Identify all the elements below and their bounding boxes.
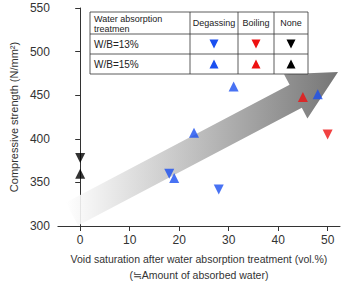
svg-text:50: 50 — [321, 233, 335, 247]
svg-text:20: 20 — [172, 233, 186, 247]
svg-text:None: None — [280, 18, 302, 28]
svg-text:(≒Amount of absorbed water): (≒Amount of absorbed water) — [129, 269, 268, 281]
svg-text:Water absorption: Water absorption — [94, 14, 165, 24]
svg-text:Boiling: Boiling — [242, 18, 269, 28]
svg-text:30: 30 — [222, 233, 236, 247]
svg-text:Void saturation after water ab: Void saturation after water absorption t… — [71, 253, 328, 265]
svg-text:W/B=15%: W/B=15% — [94, 59, 139, 70]
svg-text:300: 300 — [30, 219, 50, 233]
svg-text:treatmen: treatmen — [94, 24, 130, 34]
svg-text:Compressive strength (N/mm²): Compressive strength (N/mm²) — [8, 42, 20, 192]
svg-text:Degassing: Degassing — [193, 18, 236, 28]
svg-text:400: 400 — [30, 132, 50, 146]
svg-text:0: 0 — [77, 233, 84, 247]
svg-text:450: 450 — [30, 88, 50, 102]
svg-text:10: 10 — [123, 233, 137, 247]
svg-text:W/B=13%: W/B=13% — [94, 39, 139, 50]
svg-text:550: 550 — [30, 1, 50, 15]
svg-text:40: 40 — [271, 233, 285, 247]
svg-text:350: 350 — [30, 175, 50, 189]
svg-text:500: 500 — [30, 45, 50, 59]
